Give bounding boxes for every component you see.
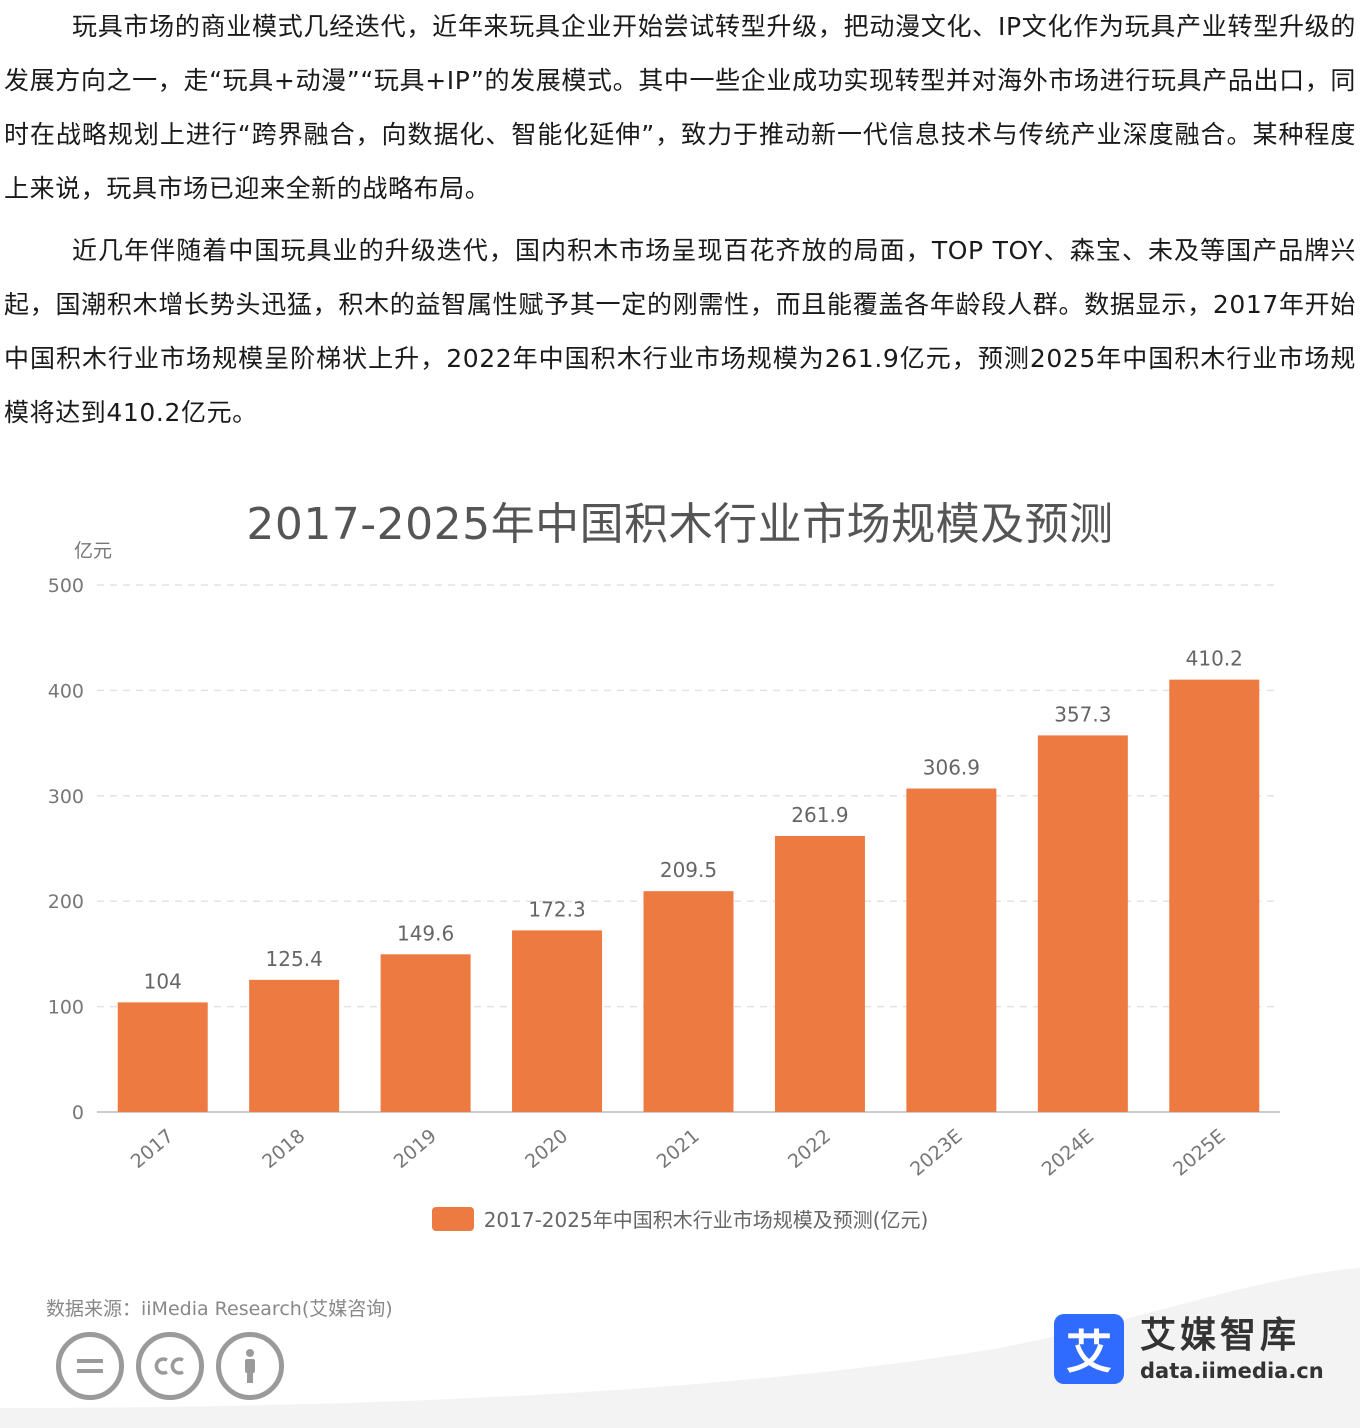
x-tick-label: 2022	[784, 1125, 835, 1173]
bar	[1169, 679, 1260, 1112]
bar-value-label: 357.3	[1054, 702, 1111, 726]
bar	[249, 979, 340, 1112]
bar-value-label: 149.6	[397, 921, 454, 945]
bar-chart: 0 100 200 300 400 500 104 2017 125.4 2018 149.6 201…	[48, 575, 1280, 1181]
x-tick-label: 2017	[127, 1125, 178, 1173]
data-source: 数据来源：iiMedia Research(艾媒咨询)	[46, 1298, 393, 1320]
article-body: 玩具市场的商业模式几经迭代，近年来玩具企业开始尝试转型升级，把动漫文化、IP文化…	[4, 0, 1356, 440]
x-tick-label: 2020	[521, 1125, 572, 1173]
y-tick-label: 200	[48, 891, 84, 913]
brand-block[interactable]: 艾 艾媒智库 data.iimedia.cn	[1054, 1314, 1324, 1384]
cc-nd-icon[interactable]	[56, 1332, 124, 1400]
y-tick-label: 300	[48, 786, 84, 808]
chart-legend[interactable]: 2017-2025年中国积木行业市场规模及预测(亿元)	[0, 1204, 1360, 1233]
bar	[117, 1002, 208, 1112]
x-tick-label: 2018	[258, 1125, 309, 1173]
article-paragraph-1: 玩具市场的商业模式几经迭代，近年来玩具企业开始尝试转型升级，把动漫文化、IP文化…	[4, 12, 1356, 203]
bar-value-label: 104	[144, 969, 182, 993]
article-paragraph-2: 近几年伴随着中国玩具业的升级迭代，国内积木市场呈现百花齐放的局面，TOP TOY…	[4, 236, 1356, 427]
license-icons[interactable]	[56, 1332, 296, 1400]
footer: 数据来源：iiMedia Research(艾媒咨询) 艾 艾媒智库 data.…	[0, 1258, 1360, 1428]
bar-value-label: 172.3	[528, 897, 585, 921]
y-axis-unit-label: 亿元	[74, 540, 113, 562]
x-tick-label: 2019	[390, 1125, 441, 1173]
x-tick-label: 2023E	[906, 1125, 966, 1181]
bar	[1037, 735, 1128, 1112]
legend-swatch	[431, 1206, 474, 1231]
bar	[380, 954, 471, 1112]
x-tick-label: 2021	[653, 1125, 704, 1173]
bar	[774, 835, 865, 1112]
chart-figure: 2017-2025年中国积木行业市场规模及预测 亿元 0 100 200 300 400…	[0, 460, 1360, 1428]
x-tick-label: 2025E	[1169, 1125, 1229, 1181]
y-tick-label: 400	[48, 680, 84, 702]
bar-value-label: 261.9	[791, 803, 848, 827]
cc-icon[interactable]	[136, 1332, 204, 1400]
legend-label: 2017-2025年中国积木行业市场规模及预测(亿元)	[483, 1208, 929, 1232]
x-tick-label: 2024E	[1038, 1125, 1098, 1181]
bar-value-label: 125.4	[266, 947, 323, 971]
brand-logo-icon[interactable]: 艾	[1054, 1314, 1124, 1384]
chart-title: 2017-2025年中国积木行业市场规模及预测	[246, 499, 1114, 550]
bar	[906, 788, 997, 1112]
y-tick-label: 0	[72, 1102, 84, 1124]
brand-name: 艾媒智库	[1140, 1315, 1301, 1356]
brand-url[interactable]: data.iimedia.cn	[1140, 1359, 1324, 1383]
cc-by-icon[interactable]	[216, 1332, 284, 1400]
y-tick-label: 100	[48, 997, 84, 1019]
bar-value-label: 410.2	[1186, 647, 1243, 671]
bar	[643, 891, 734, 1112]
bar-value-label: 209.5	[660, 858, 717, 882]
bar	[512, 930, 603, 1112]
decorative-swoosh	[0, 1268, 1360, 1428]
brand-text: 艾媒智库 data.iimedia.cn	[1140, 1314, 1324, 1384]
bar-value-label: 306.9	[923, 756, 980, 780]
y-tick-label: 500	[48, 575, 84, 597]
